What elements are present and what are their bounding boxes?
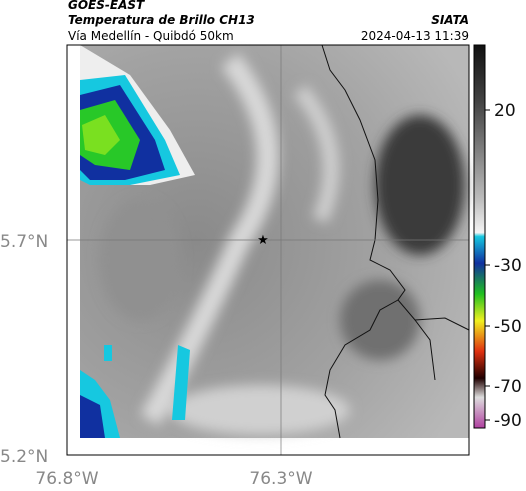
colorbar-label: -70	[494, 377, 522, 397]
lon-label: 76.3°W	[249, 469, 312, 489]
colorbar-label: -50	[494, 317, 522, 337]
product: Temperatura de Brillo CH13	[68, 13, 255, 27]
source: GOES-EAST	[68, 0, 145, 12]
agency: SIATA	[431, 13, 469, 27]
map-frame	[66, 44, 470, 456]
lat-label: 5.7°N	[0, 232, 48, 252]
colorbar-label: -90	[494, 411, 522, 431]
timestamp: 2024-04-13 11:39	[361, 29, 469, 43]
satellite-image: ★	[67, 44, 470, 455]
colorbar	[473, 44, 486, 429]
colorbar-label: -30	[494, 256, 522, 276]
lat-label: 5.2°N	[0, 447, 48, 467]
lon-label: 76.8°W	[35, 469, 98, 489]
svg-text:★: ★	[257, 233, 269, 248]
region: Vía Medellín - Quibdó 50km	[68, 29, 234, 43]
colorbar-label: 20	[494, 101, 516, 121]
